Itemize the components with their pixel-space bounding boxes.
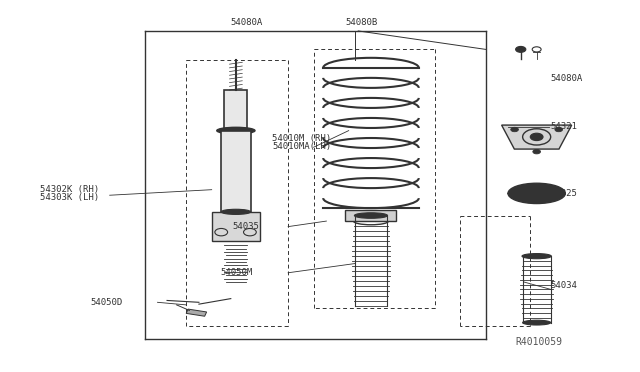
Ellipse shape (522, 254, 551, 259)
Text: 54325: 54325 (550, 189, 577, 198)
Text: 54080A: 54080A (230, 18, 263, 27)
Bar (225, 90, 247, 131)
Bar (346, 210, 396, 221)
Circle shape (511, 127, 518, 132)
Ellipse shape (508, 183, 565, 203)
Polygon shape (502, 125, 572, 149)
Text: 54010MA(LH): 54010MA(LH) (272, 142, 332, 151)
Bar (212, 212, 260, 241)
Circle shape (531, 133, 543, 141)
Bar (186, 309, 207, 316)
Text: 54050D: 54050D (90, 298, 122, 307)
Circle shape (555, 127, 563, 132)
Text: 54034: 54034 (550, 281, 577, 290)
Text: 54080A: 54080A (550, 74, 583, 83)
Text: 54035: 54035 (232, 222, 259, 231)
Circle shape (516, 46, 526, 52)
Ellipse shape (523, 320, 550, 325)
Ellipse shape (221, 209, 250, 214)
Text: 54302K (RH): 54302K (RH) (40, 185, 99, 194)
Text: 54010M (RH): 54010M (RH) (272, 134, 332, 142)
Ellipse shape (355, 213, 388, 218)
Bar (221, 131, 250, 212)
Text: 54303K (LH): 54303K (LH) (40, 193, 99, 202)
Ellipse shape (217, 127, 255, 134)
Circle shape (533, 150, 540, 154)
Text: 54321: 54321 (550, 122, 577, 131)
Text: 54050M: 54050M (221, 268, 253, 277)
Text: R4010059: R4010059 (515, 337, 562, 347)
Text: 54080B: 54080B (346, 18, 378, 27)
